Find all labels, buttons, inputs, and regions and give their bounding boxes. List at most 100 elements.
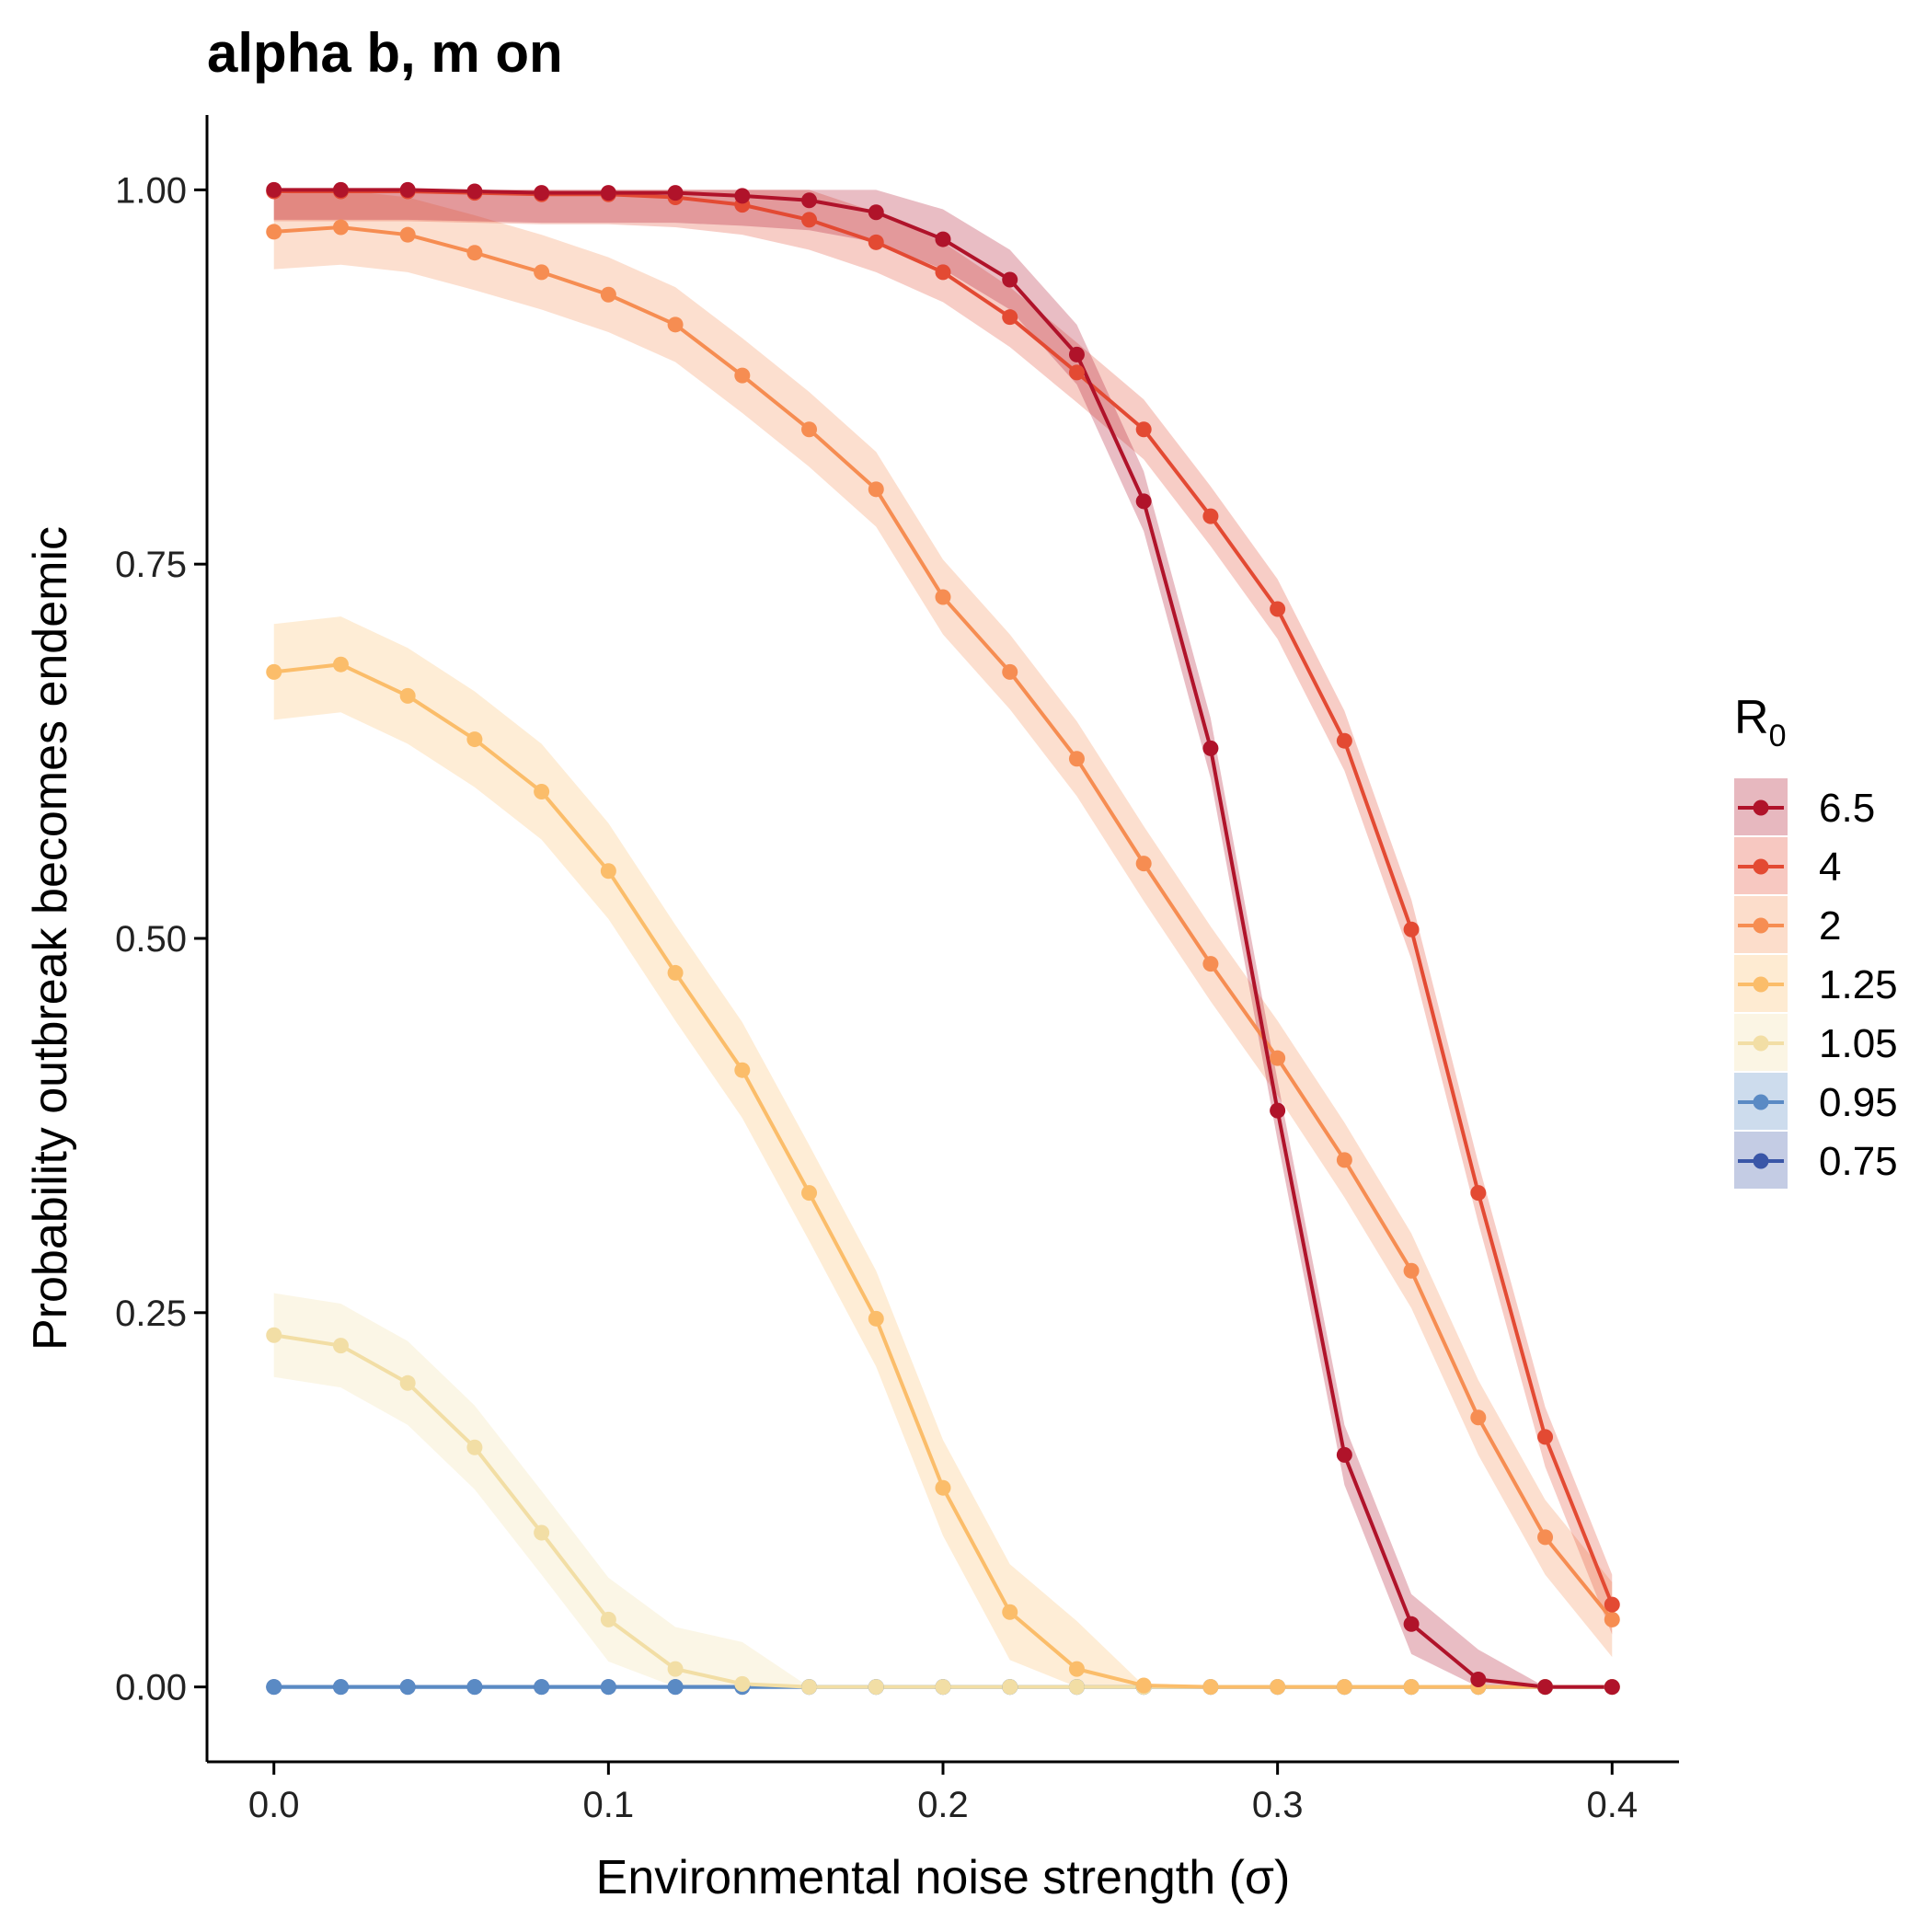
point-r0-4 (868, 234, 884, 250)
point-r0-6-5 (266, 181, 282, 198)
point-r0-6-5 (935, 231, 951, 247)
point-r0-1-25 (466, 731, 483, 748)
point-r0-6-5 (1604, 1679, 1620, 1696)
x-axis-ticks: 0.0 0.1 0.2 0.3 0.4 (248, 1762, 1638, 1825)
point-r0-2 (801, 421, 818, 438)
point-r0-1-05 (935, 1679, 951, 1696)
point-r0-4 (1002, 309, 1018, 326)
point-r0-2 (266, 224, 282, 240)
legend-point (1753, 858, 1769, 875)
legend-label: 0.95 (1819, 1080, 1898, 1125)
point-r0-6-5 (1068, 346, 1085, 362)
point-r0-1-05 (801, 1679, 818, 1696)
y-tick-label: 0.25 (115, 1294, 187, 1334)
point-r0-6-5 (1135, 493, 1152, 510)
point-r0-2 (534, 264, 550, 281)
point-r0-1-25 (332, 656, 349, 673)
legend-item-6-5: 6.5 (1734, 778, 1875, 835)
point-r0-2 (1270, 1050, 1286, 1066)
point-r0-2 (600, 286, 616, 303)
legend-label: 6.5 (1819, 786, 1875, 831)
point-r0-2 (868, 481, 884, 498)
y-tick-label: 1.00 (115, 170, 187, 211)
point-r0-1-05 (868, 1679, 884, 1696)
point-r0-1-25 (734, 1062, 751, 1078)
band-r0-1-05 (273, 1293, 1613, 1687)
point-r0-2 (466, 245, 483, 261)
legend-keys: 6.5 4 2 1.25 1.05 0.95 0.75 (1734, 778, 1898, 1189)
point-r0-1-05 (399, 1374, 416, 1391)
series-lines (273, 188, 1615, 1689)
confidence-bands (273, 190, 1613, 1687)
point-r0-2 (1068, 751, 1085, 767)
point-r0-2 (399, 226, 416, 243)
point-r0-6-5 (1403, 1616, 1420, 1632)
point-r0-6-5 (534, 185, 550, 201)
point-r0-4 (1537, 1429, 1554, 1445)
legend-item-0-75: 0.75 (1734, 1132, 1898, 1189)
legend-label: 1.25 (1819, 962, 1898, 1007)
point-r0-6-5 (734, 188, 751, 204)
point-r0-1-05 (600, 1611, 616, 1627)
point-r0-6-5 (801, 192, 818, 209)
point-r0-4 (1270, 601, 1286, 617)
point-r0-1-25 (935, 1479, 951, 1496)
legend-label: 2 (1819, 903, 1841, 949)
legend-item-1-25: 1.25 (1734, 955, 1898, 1012)
point-r0-6-5 (399, 181, 416, 198)
legend-point (1753, 976, 1769, 993)
series-points (266, 181, 1620, 1696)
point-r0-2 (1202, 956, 1219, 972)
legend-label: 1.05 (1819, 1021, 1898, 1066)
x-axis-title: Environmental noise strength (σ) (596, 1851, 1291, 1904)
point-r0-6-5 (1002, 271, 1018, 288)
point-r0-1-05 (534, 1524, 550, 1541)
point-r0-4 (1604, 1596, 1620, 1613)
point-r0-4 (1470, 1185, 1487, 1202)
point-r0-2 (1537, 1529, 1554, 1546)
point-r0-2 (1002, 663, 1018, 680)
point-r0-1-25 (1068, 1661, 1085, 1677)
legend-label: 4 (1819, 845, 1841, 890)
point-r0-1-25 (667, 964, 684, 981)
y-axis-ticks: 0.00 0.25 0.50 0.75 1.00 (115, 170, 207, 1708)
legend-point (1753, 917, 1769, 934)
point-r0-2 (734, 367, 751, 384)
point-r0-6-5 (1202, 740, 1219, 756)
point-r0-0-95 (600, 1679, 616, 1696)
legend-point (1753, 1035, 1769, 1052)
point-r0-6-5 (1270, 1102, 1286, 1119)
point-r0-4 (1202, 508, 1219, 524)
point-r0-2 (1135, 856, 1152, 872)
legend-item-4: 4 (1734, 837, 1841, 894)
x-tick-label: 0.2 (917, 1785, 969, 1825)
legend-title: R0 (1734, 691, 1786, 753)
point-r0-1-25 (266, 663, 282, 680)
point-r0-1-25 (1270, 1679, 1286, 1696)
legend: R0 6.5 4 2 1.25 1.05 0.95 0.75 (1734, 691, 1898, 1189)
point-r0-1-25 (1336, 1679, 1352, 1696)
point-r0-0-95 (534, 1679, 550, 1696)
y-tick-label: 0.00 (115, 1668, 187, 1708)
band-r0-1-25 (273, 616, 1613, 1687)
point-r0-1-05 (667, 1661, 684, 1677)
point-r0-1-05 (1068, 1679, 1085, 1696)
y-tick-label: 0.75 (115, 545, 187, 585)
point-r0-2 (935, 589, 951, 605)
point-r0-2 (1604, 1611, 1620, 1627)
point-r0-2 (667, 316, 684, 333)
x-tick-label: 0.1 (583, 1785, 635, 1825)
point-r0-0-95 (332, 1679, 349, 1696)
point-r0-2 (1403, 1262, 1420, 1279)
y-axis-title: Probability outbreak becomes endemic (24, 526, 77, 1351)
point-r0-2 (1336, 1152, 1352, 1168)
point-r0-4 (1403, 921, 1420, 937)
legend-point (1753, 799, 1769, 816)
point-r0-1-05 (1002, 1679, 1018, 1696)
point-r0-1-25 (1135, 1677, 1152, 1694)
point-r0-1-25 (1403, 1679, 1420, 1696)
legend-title-subscript: 0 (1769, 719, 1787, 753)
point-r0-4 (1336, 732, 1352, 749)
legend-point (1753, 1153, 1769, 1169)
